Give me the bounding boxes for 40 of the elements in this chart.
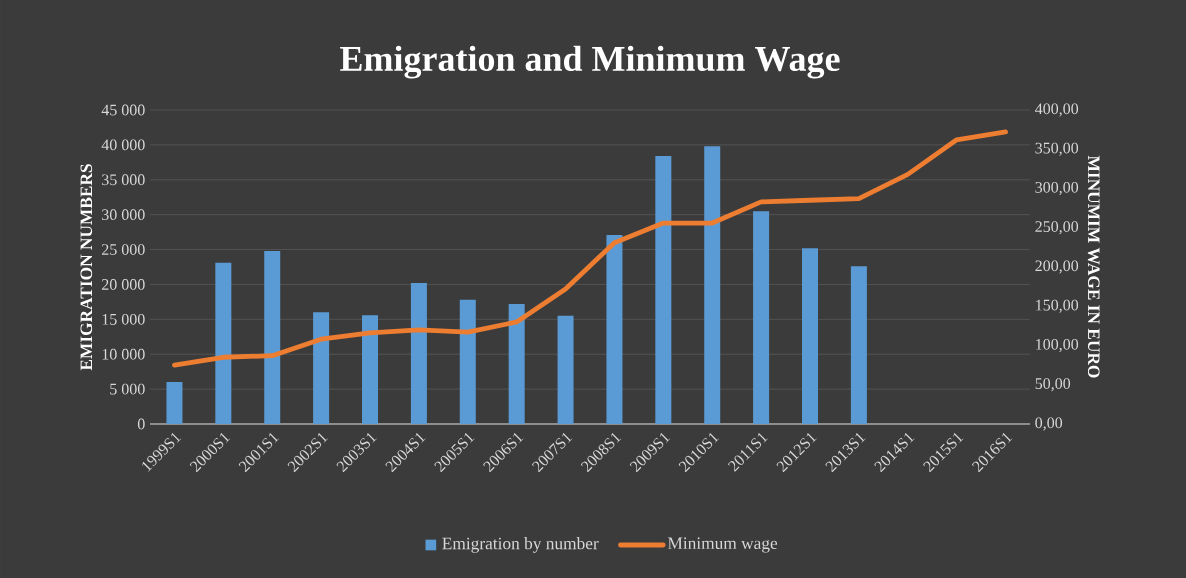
bar [655, 156, 672, 424]
bar [215, 262, 232, 424]
bar [313, 312, 330, 424]
y-tick-label: 15 000 [102, 313, 145, 325]
bar [508, 303, 525, 424]
chart-title: Emigration and Minimum Wage [340, 45, 840, 79]
bar [606, 234, 623, 424]
y-tick-label: 45 000 [101, 104, 145, 116]
y-tick-label: 5 000 [110, 383, 145, 395]
y-tick-label: 25 000 [102, 244, 145, 255]
bar [166, 382, 183, 424]
y-tick-label: 30 000 [102, 209, 145, 221]
bar [802, 248, 818, 424]
y-tick-label: 35 000 [102, 174, 145, 186]
y2-tick-label: 0,00 [1035, 417, 1063, 431]
y2-tick-label: 100,00 [1036, 338, 1079, 353]
y2-tick-label: 250,00 [1035, 221, 1079, 235]
y2-tick-label: 200,00 [1035, 260, 1079, 274]
bar [557, 315, 574, 424]
bar [459, 299, 476, 424]
bar [362, 315, 378, 424]
y2-tick-label: 50,00 [1035, 378, 1071, 392]
legend-label: Emigration by number [442, 537, 599, 553]
y-axis-title: EMIGRATION NUMBERS [80, 164, 93, 371]
line-series [172, 129, 1008, 368]
legend-label: Minimum wage [667, 537, 778, 553]
y2-tick-label: 150,00 [1036, 299, 1079, 313]
bar [264, 250, 281, 424]
y-tick-label: 20 000 [102, 279, 145, 290]
y2-tick-label: 400,00 [1035, 103, 1079, 117]
y-tick-label: 10 000 [102, 348, 145, 360]
bar [850, 266, 867, 424]
y2-axis-title: MINUMIM WAGE IN EURO [1087, 155, 1100, 378]
y-tick-label: 0 [137, 418, 145, 430]
y2-tick-label: 300,00 [1035, 181, 1079, 196]
y-tick-label: 40 000 [101, 139, 145, 151]
bar [704, 146, 721, 424]
y2-tick-label: 350,00 [1035, 142, 1079, 156]
bar [753, 211, 770, 424]
bar [410, 283, 427, 424]
